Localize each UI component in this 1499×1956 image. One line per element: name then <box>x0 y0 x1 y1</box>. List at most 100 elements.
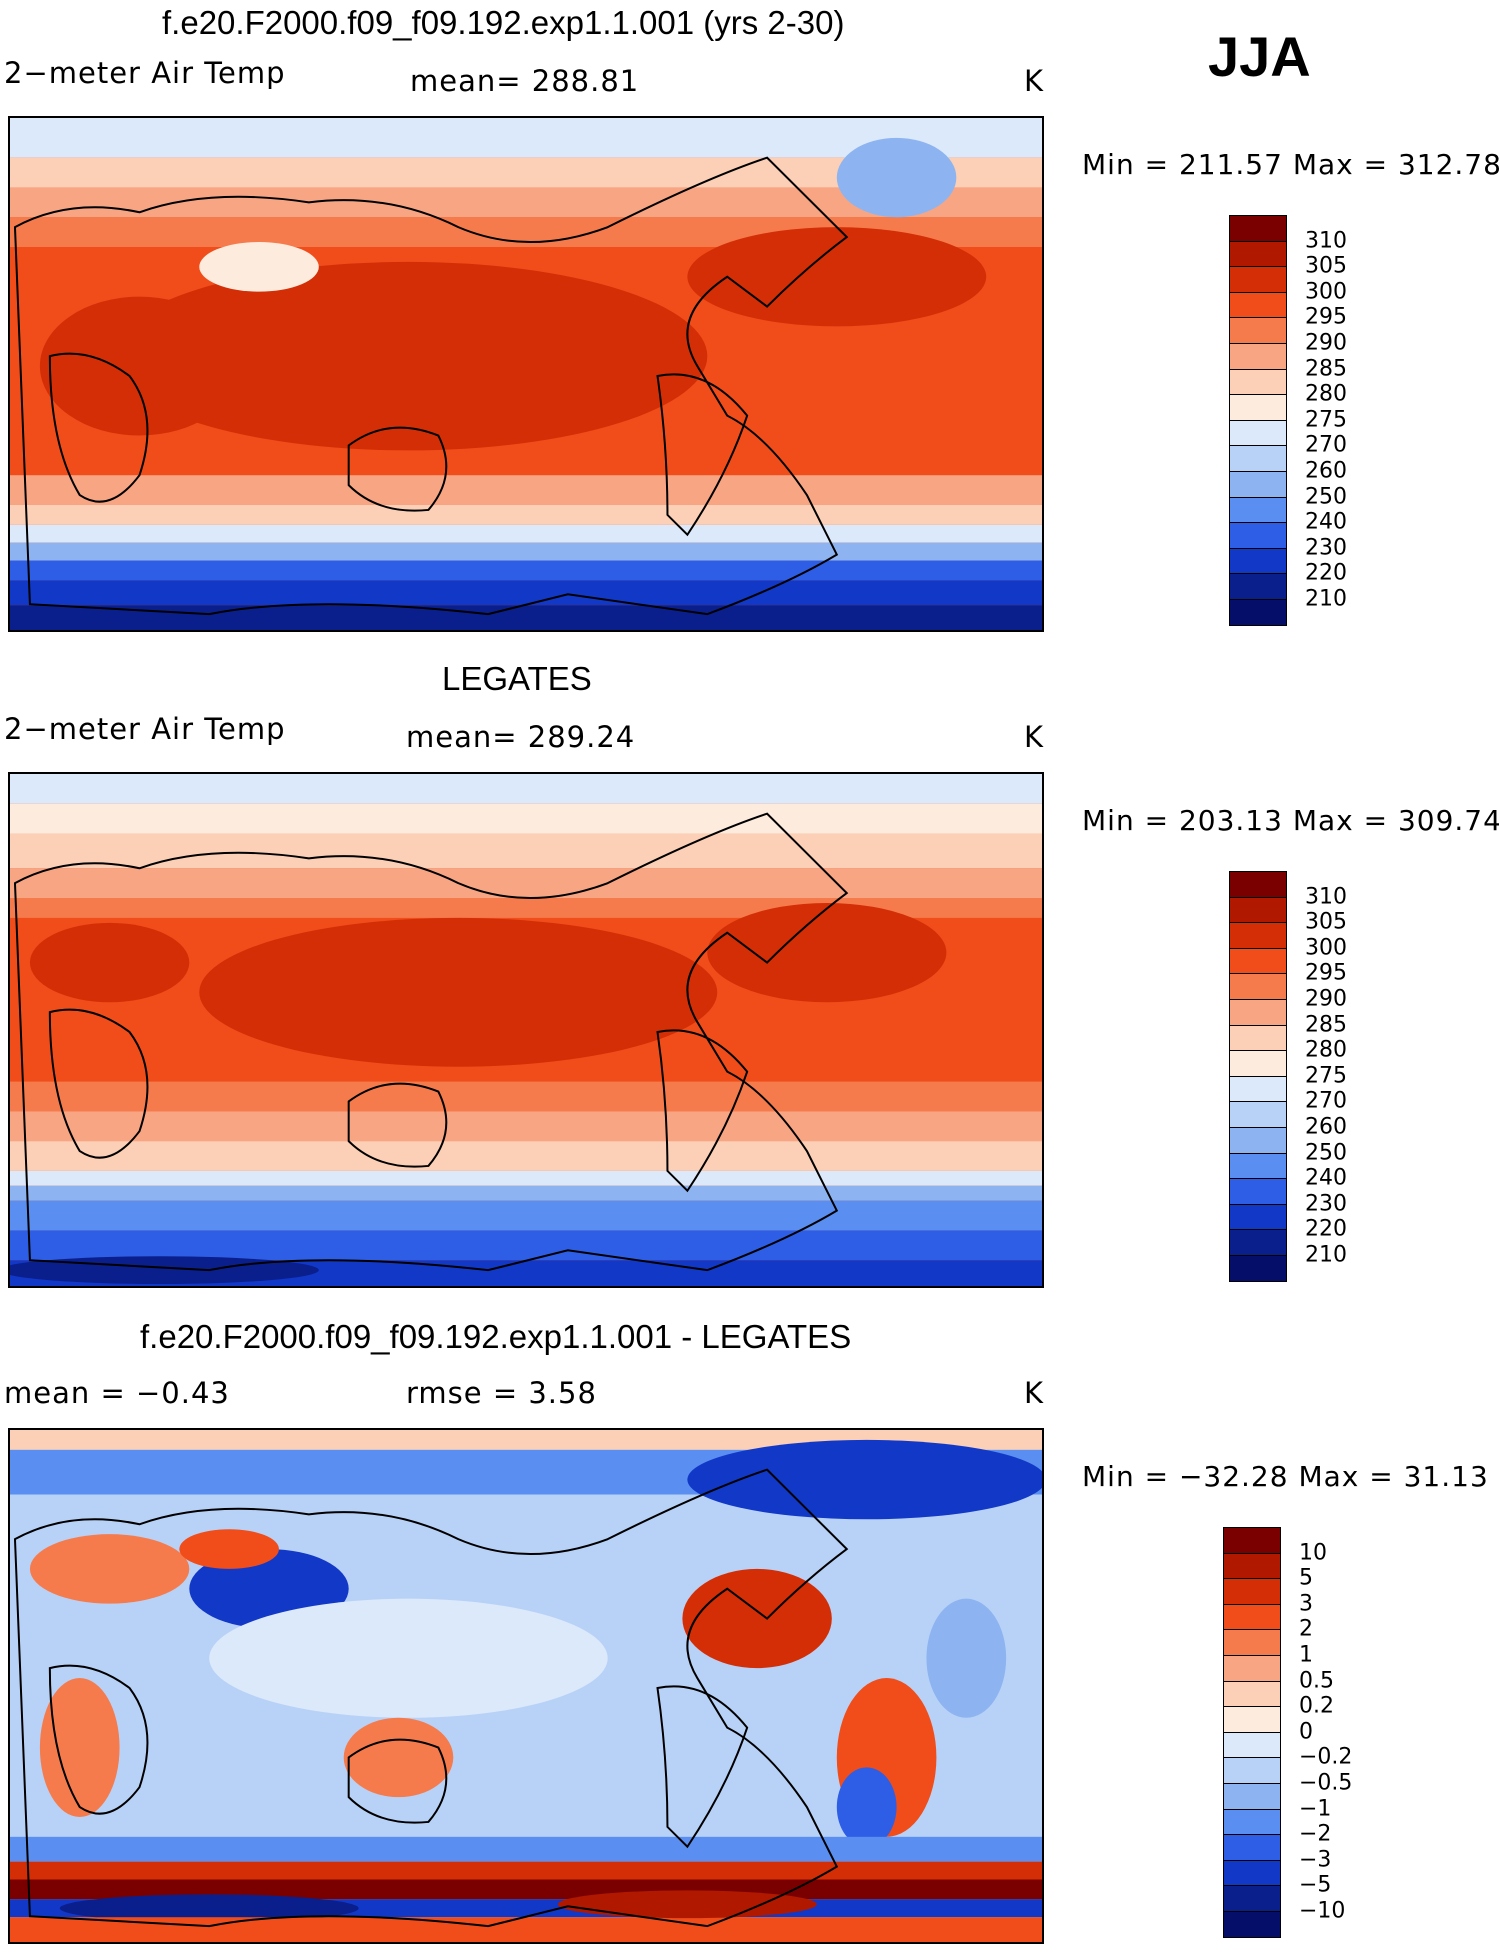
colorbar-tick-label: 220 <box>1305 1216 1347 1242</box>
colorbar-swatch <box>1229 896 1287 924</box>
colorbar-swatch <box>1223 1783 1281 1811</box>
panel-2-title: LEGATES <box>442 660 592 697</box>
colorbar-swatch <box>1223 1808 1281 1836</box>
colorbar-tick-label: −5 <box>1299 1872 1332 1898</box>
panel-1-mean-label: mean= 288.81 <box>410 64 640 98</box>
colorbar-tick-label: 270 <box>1305 1088 1347 1114</box>
panel-3-map <box>8 1428 1044 1944</box>
colorbar-tick-label: 260 <box>1305 458 1347 484</box>
colorbar-swatch <box>1229 496 1287 524</box>
colorbar-tick-label: 240 <box>1305 509 1347 535</box>
colorbar-tick-label: 0.2 <box>1299 1693 1334 1719</box>
colorbar-swatch <box>1229 240 1287 268</box>
colorbar-tick-label: 250 <box>1305 484 1347 510</box>
colorbar-tick-label: 290 <box>1305 330 1347 356</box>
panel-2-units-label: K <box>1024 720 1045 754</box>
colorbar-tick-label: −3 <box>1299 1847 1332 1873</box>
colorbar-tick-label: 305 <box>1305 253 1347 279</box>
panel-3-difference-field <box>10 1430 1042 1942</box>
colorbar-swatch <box>1229 445 1287 473</box>
colorbar-swatch <box>1223 1706 1281 1734</box>
colorbar-tick-label: 280 <box>1305 1037 1347 1063</box>
colorbar-swatch <box>1223 1911 1281 1939</box>
colorbar-swatch <box>1223 1834 1281 1862</box>
colorbar-swatch <box>1229 368 1287 396</box>
colorbar-swatch <box>1223 1885 1281 1913</box>
panel-1-map <box>8 116 1044 632</box>
colorbar-swatch <box>1229 1127 1287 1155</box>
panel-3-units-label: K <box>1024 1376 1045 1410</box>
colorbar-tick-label: 230 <box>1305 1191 1347 1217</box>
colorbar-swatch <box>1223 1603 1281 1631</box>
colorbar-swatch <box>1229 922 1287 950</box>
panel-1-variable-label: 2−meter Air Temp <box>4 56 286 90</box>
colorbar-tick-label: −0.2 <box>1299 1744 1353 1770</box>
season-label: JJA <box>1208 25 1311 88</box>
colorbar-tick-label: 260 <box>1305 1114 1347 1140</box>
colorbar-swatch <box>1229 1178 1287 1206</box>
panel-1-title: f.e20.F2000.f09_f09.192.exp1.1.001 (yrs … <box>162 4 845 41</box>
panel-3-mean-label: mean = −0.43 <box>4 1376 230 1410</box>
colorbar-tick-label: 285 <box>1305 1012 1347 1038</box>
colorbar-swatch <box>1229 999 1287 1027</box>
colorbar-tick-label: 300 <box>1305 279 1347 305</box>
colorbar-swatch <box>1229 547 1287 575</box>
panel-2-variable-label: 2−meter Air Temp <box>4 712 286 746</box>
colorbar-tick-label: 270 <box>1305 432 1347 458</box>
colorbar-tick-label: 285 <box>1305 356 1347 382</box>
colorbar-swatch <box>1229 1101 1287 1129</box>
colorbar-tick-label: 210 <box>1305 586 1347 612</box>
panel-1-minmax-label: Min = 211.57 Max = 312.78 <box>1082 148 1499 181</box>
colorbar-tick-label: 210 <box>1305 1242 1347 1268</box>
colorbar-swatch <box>1229 973 1287 1001</box>
panel-2-mean-label: mean= 289.24 <box>406 720 636 754</box>
colorbar-swatch <box>1229 1255 1287 1283</box>
colorbar-tick-label: 295 <box>1305 960 1347 986</box>
colorbar-tick-label: −1 <box>1299 1796 1332 1822</box>
panel-3-minmax-label: Min = −32.28 Max = 31.13 <box>1082 1460 1489 1493</box>
colorbar-swatch <box>1229 871 1287 899</box>
colorbar-tick-label: 310 <box>1305 228 1347 254</box>
colorbar-tick-label: 1 <box>1299 1642 1313 1668</box>
colorbar-swatch <box>1229 1152 1287 1180</box>
panel-2-map <box>8 772 1044 1288</box>
colorbar-swatch <box>1229 947 1287 975</box>
colorbar-tick-label: 240 <box>1305 1165 1347 1191</box>
colorbar-tick-label: 305 <box>1305 909 1347 935</box>
colorbar-tick-label: 300 <box>1305 935 1347 961</box>
colorbar-swatch <box>1229 343 1287 371</box>
colorbar-tick-label: 275 <box>1305 407 1347 433</box>
colorbar-swatch <box>1229 573 1287 601</box>
colorbar-swatch <box>1229 317 1287 345</box>
colorbar-tick-label: −10 <box>1299 1898 1346 1924</box>
panel-1-units-label: K <box>1024 64 1045 98</box>
panel-2-minmax-label: Min = 203.13 Max = 309.74 <box>1082 804 1499 837</box>
colorbar-tick-label: −2 <box>1299 1821 1332 1847</box>
colorbar-tick-label: 290 <box>1305 986 1347 1012</box>
colorbar-tick-label: 230 <box>1305 535 1347 561</box>
panel-3-title: f.e20.F2000.f09_f09.192.exp1.1.001 - LEG… <box>140 1318 852 1355</box>
colorbar-tick-label: 2 <box>1299 1616 1313 1642</box>
colorbar-swatch <box>1229 215 1287 243</box>
colorbar-swatch <box>1229 266 1287 294</box>
colorbar-swatch <box>1229 291 1287 319</box>
colorbar-swatch <box>1229 419 1287 447</box>
colorbar-swatch <box>1229 1203 1287 1231</box>
colorbar-swatch <box>1229 1050 1287 1078</box>
colorbar-tick-label: 3 <box>1299 1591 1313 1617</box>
panel-2-temperature-field <box>10 774 1042 1286</box>
colorbar-tick-label: 5 <box>1299 1565 1313 1591</box>
colorbar-swatch <box>1223 1731 1281 1759</box>
colorbar-swatch <box>1223 1578 1281 1606</box>
colorbar-swatch <box>1223 1859 1281 1887</box>
colorbar-tick-label: 295 <box>1305 304 1347 330</box>
colorbar-swatch <box>1229 394 1287 422</box>
colorbar-tick-label: 280 <box>1305 381 1347 407</box>
colorbar-swatch <box>1229 1075 1287 1103</box>
colorbar-tick-label: −0.5 <box>1299 1770 1353 1796</box>
colorbar-tick-label: 250 <box>1305 1140 1347 1166</box>
colorbar-tick-label: 10 <box>1299 1540 1327 1566</box>
colorbar-swatch <box>1223 1629 1281 1657</box>
colorbar-tick-label: 220 <box>1305 560 1347 586</box>
colorbar-swatch <box>1229 1024 1287 1052</box>
